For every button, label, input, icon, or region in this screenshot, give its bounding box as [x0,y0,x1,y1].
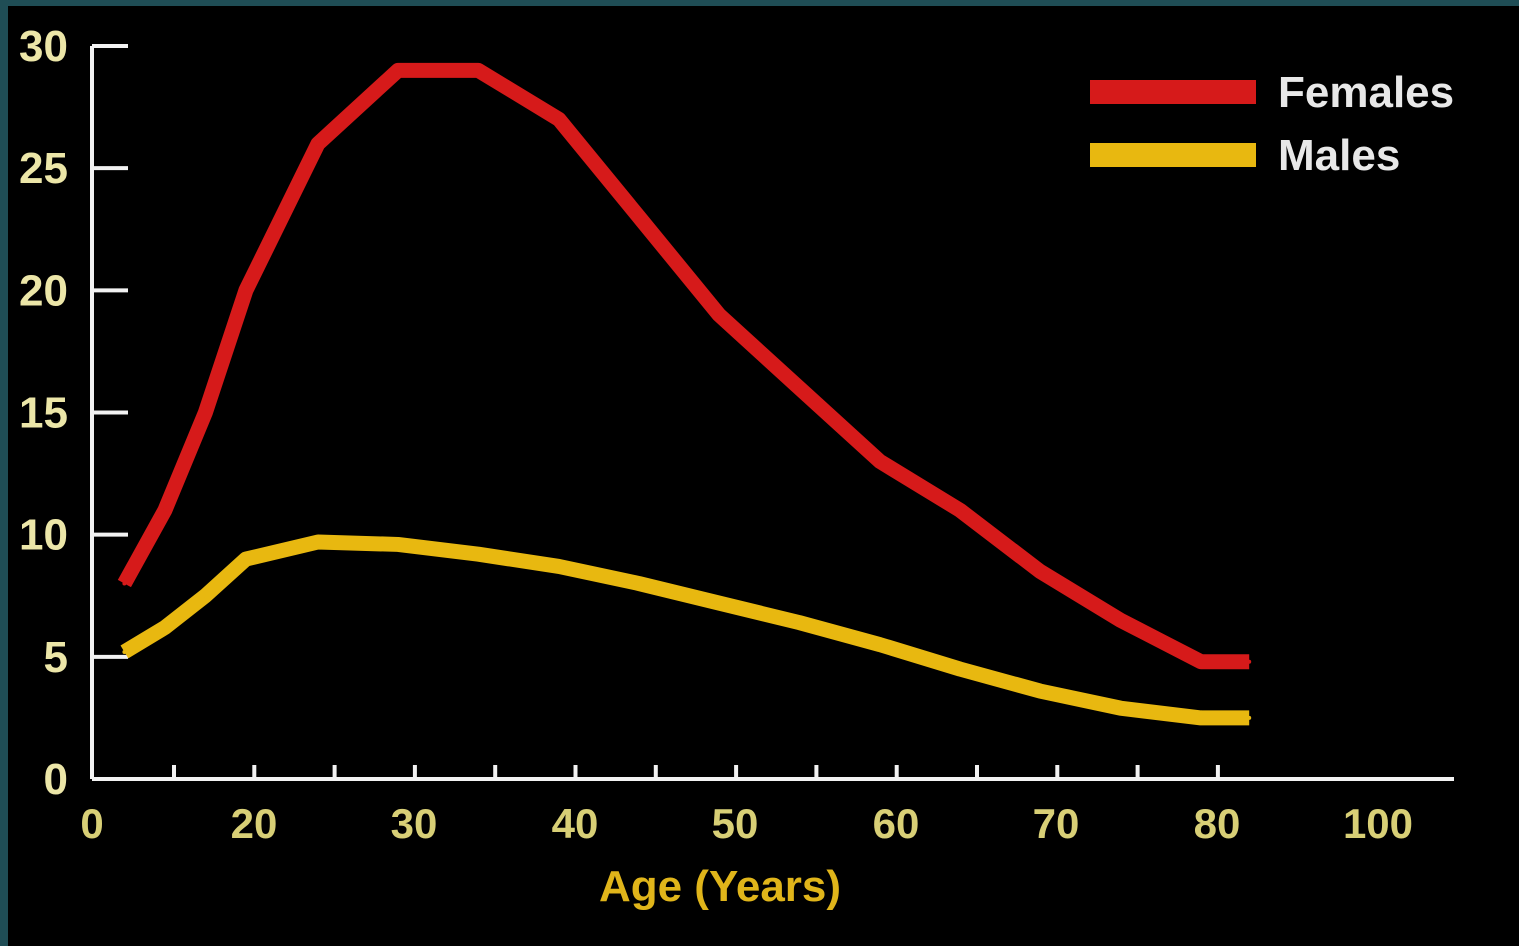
y-tick-label: 15 [19,389,68,438]
data-point-males [717,601,721,605]
data-point-males [476,552,480,556]
y-axis-ticks: 0 5 10 15 20 25 30 [19,22,128,804]
data-point-females [878,459,882,463]
legend-label: Males [1278,131,1400,180]
data-point-females [1118,618,1122,622]
chart-frame: 0 5 10 15 20 25 30 0 20 30 40 50 60 70 80 100 Age (Yea… [8,6,1519,946]
data-point-males [637,582,641,586]
data-point-females [203,411,207,415]
data-point-females [1038,569,1042,573]
data-point-females [316,142,320,146]
data-point-males [797,621,801,625]
y-tick-label: 10 [19,511,68,560]
y-tick-label: 20 [19,266,68,315]
data-point-females [122,582,126,586]
data-point-females [476,68,480,72]
data-point-males [1199,716,1203,720]
x-tick-label: 70 [1033,800,1080,847]
series-lines [122,68,1251,719]
data-point-females [557,117,561,121]
data-point-females [958,508,962,512]
data-point-males [163,626,167,630]
data-point-males [396,542,400,546]
x-tick-label: 20 [231,800,278,847]
y-tick-label: 5 [44,633,68,682]
series-line-males [124,542,1249,718]
data-point-females [396,68,400,72]
x-axis-label: Age (Years) [599,862,841,911]
data-point-females [717,313,721,317]
data-point-females [163,508,167,512]
y-tick-label: 0 [44,755,68,804]
legend-swatch [1090,80,1256,104]
y-tick-label: 25 [19,144,68,193]
data-point-females [1199,660,1203,664]
data-point-males [122,650,126,654]
x-tick-label: 30 [391,800,438,847]
y-tick-label: 30 [19,22,68,71]
data-point-males [878,643,882,647]
x-tick-label: 40 [552,800,599,847]
x-tick-label: 80 [1194,800,1241,847]
x-tick-label: 50 [712,800,759,847]
data-point-males [1247,716,1251,720]
x-tick-label: 0 [80,800,103,847]
x-tick-label: 60 [873,800,920,847]
data-point-males [244,557,248,561]
data-point-females [244,288,248,292]
data-point-males [1118,706,1122,710]
x-tick-label: 100 [1343,800,1413,847]
data-point-males [1038,689,1042,693]
legend-swatch [1090,143,1256,167]
data-point-males [316,540,320,544]
data-point-males [203,594,207,598]
data-point-females [637,215,641,219]
legend-label: Females [1278,68,1454,117]
data-point-males [958,667,962,671]
data-point-males [557,564,561,568]
series-line-females [124,70,1249,661]
data-point-females [1247,660,1251,664]
data-point-females [797,386,801,390]
legend: Females Males [1090,68,1454,180]
line-chart: 0 5 10 15 20 25 30 0 20 30 40 50 60 70 80 100 Age (Yea… [8,6,1519,946]
